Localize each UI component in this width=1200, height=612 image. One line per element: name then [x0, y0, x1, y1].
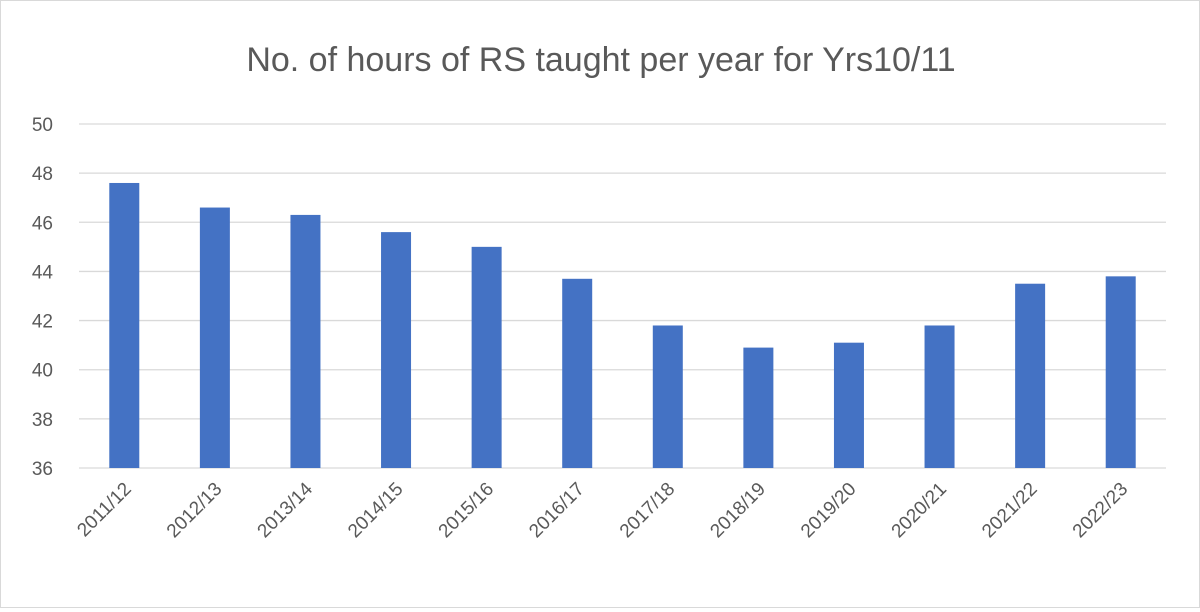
bar	[652, 325, 683, 468]
x-tick-label: 2016/17	[525, 479, 588, 542]
y-tick-label: 50	[32, 115, 53, 136]
x-tick-label: 2018/19	[706, 479, 769, 542]
y-tick-label: 48	[32, 164, 53, 185]
bar	[833, 342, 864, 468]
bar	[1105, 276, 1136, 468]
bar	[924, 325, 955, 468]
x-tick-label: 2012/13	[163, 479, 226, 542]
y-tick-label: 46	[32, 213, 53, 234]
y-tick-label: 44	[32, 262, 54, 283]
x-tick-label: 2015/16	[435, 479, 498, 542]
bar	[381, 232, 412, 468]
x-tick-label: 2013/14	[254, 478, 318, 542]
bar	[471, 246, 502, 468]
bar	[1015, 283, 1046, 468]
x-tick-label: 2014/15	[344, 479, 407, 542]
chart-title: No. of hours of RS taught per year for Y…	[246, 41, 955, 79]
x-tick-label: 2019/20	[797, 479, 860, 542]
bar	[743, 347, 774, 468]
x-tick-label: 2011/12	[73, 479, 135, 541]
bar	[109, 182, 140, 468]
bar-series	[109, 182, 1136, 469]
y-tick-label: 40	[32, 361, 53, 382]
y-tick-label: 36	[32, 459, 53, 480]
y-tick-label: 42	[32, 312, 53, 333]
x-tick-label: 2021/22	[978, 479, 1041, 542]
y-tick-label: 38	[32, 410, 53, 431]
x-tick-label: 2020/21	[888, 479, 951, 542]
bar	[199, 207, 230, 469]
gridlines	[79, 123, 1166, 469]
bar	[290, 214, 321, 468]
bar	[562, 278, 593, 468]
x-axis: 2011/12 2012/13 2013/14 2014/15 2015/16 2016/…	[73, 478, 1132, 542]
x-tick-label: 2017/18	[616, 479, 679, 542]
x-tick-label: 2022/23	[1069, 479, 1132, 542]
y-axis: 36 38 40 42 44 46 48 50	[32, 115, 54, 480]
